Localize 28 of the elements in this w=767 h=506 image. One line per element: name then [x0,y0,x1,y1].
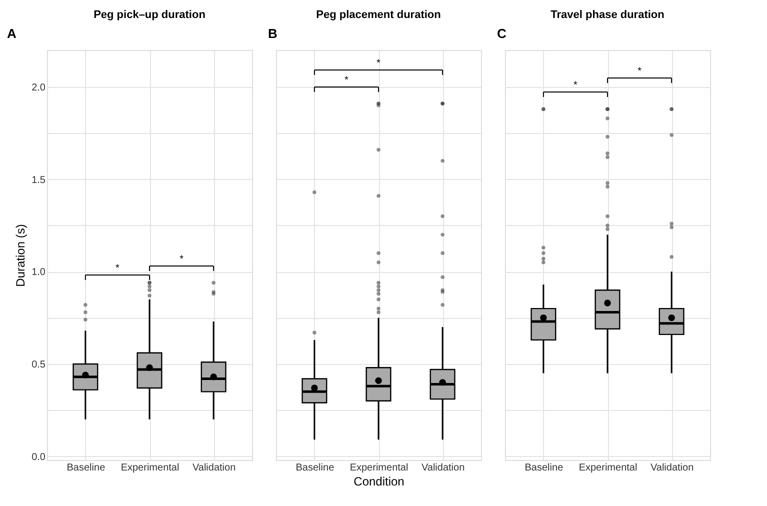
x-tick-label: Baseline [66,462,106,474]
text: C [497,26,507,41]
y-tick-label: 2.0 [32,82,46,94]
text: B [268,26,278,41]
chart-title: Peg pick–up duration [94,9,206,21]
x-axis-title: Condition [354,474,404,488]
x-tick-label: Validation [421,462,465,474]
y-tick-label: 0.5 [32,359,46,370]
x-tick-label: Experimental [578,462,638,474]
x-tick-label: Experimental [350,462,408,474]
x-tick-label: Experimental [120,462,180,474]
y-tick-label: 1.0 [32,267,46,278]
x-tick-label: Validation [650,462,694,474]
chart-title: Travel phase duration [550,9,665,21]
annotation: * [638,66,642,77]
annotation: * [344,75,349,86]
annotation: * [376,58,381,69]
x-tick-label: Baseline [296,462,335,474]
annotation: * [180,254,184,265]
x-tick-label: Validation [192,462,236,474]
y-tick-label: 0.0 [32,452,46,463]
annotation: * [116,263,120,274]
chart-title: Peg placement duration [316,9,442,21]
text: A [7,26,17,41]
x-tick-label: Baseline [524,462,564,474]
y-axis-title: Duration (s) [14,224,28,287]
annotation: * [574,80,578,91]
y-tick-label: 1.5 [32,174,46,186]
